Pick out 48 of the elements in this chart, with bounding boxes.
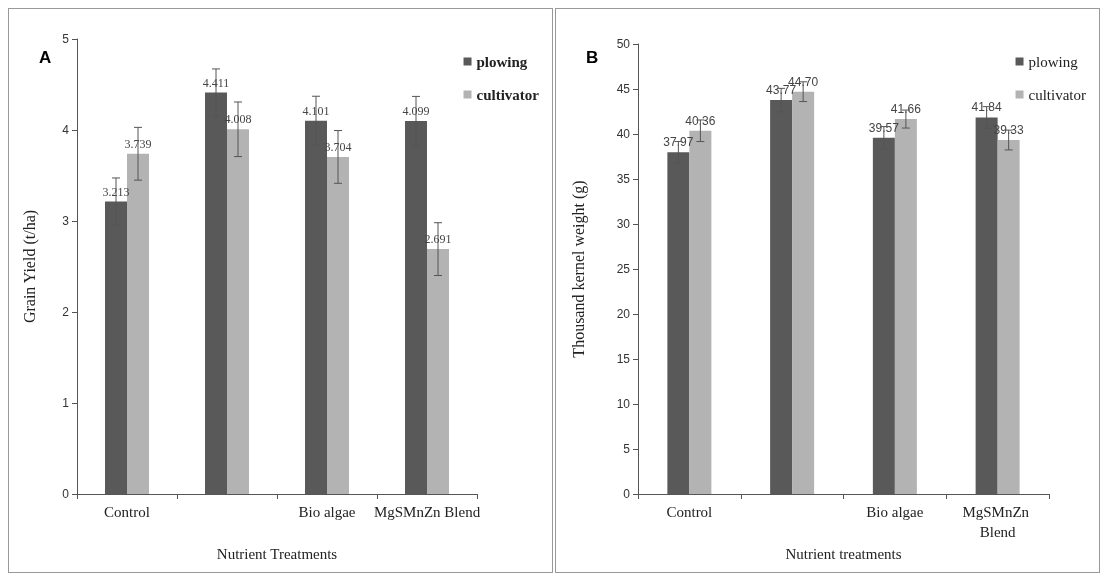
y-tick-label: 25 [616, 262, 631, 276]
data-label: 4.099 [402, 103, 430, 118]
y-axis-title: Thousand kernel weight (g) [569, 180, 588, 358]
x-axis-title: Nutrient Treatments [216, 545, 338, 562]
y-tick-label: 20 [616, 307, 631, 321]
legend-label: cultivator [1028, 86, 1086, 103]
x-axis-title: Nutrient treatments [785, 546, 902, 563]
y-tick-label: 1 [62, 396, 70, 410]
bar [127, 153, 149, 494]
data-label: 3.739 [124, 136, 152, 151]
y-tick-label: 3 [62, 214, 70, 228]
x-tick-label: MgSMnZn Blend [962, 504, 1033, 540]
x-tick-label: Bio algae [866, 504, 924, 520]
data-label: 3.213 [102, 184, 130, 199]
y-tick-label: 30 [616, 217, 631, 231]
x-tick-label: MgSMnZn Blend [373, 504, 481, 520]
legend-label: cultivator [476, 86, 540, 103]
y-tick-label: 10 [616, 397, 631, 411]
bar [227, 129, 249, 494]
legend-label: plowing [476, 53, 528, 70]
x-tick-label: Control [666, 504, 713, 520]
data-label: 41.84 [971, 100, 1002, 115]
y-tick-label: 0 [623, 487, 631, 501]
y-axis-title: Grain Yield (t/ha) [20, 209, 39, 324]
text: A [39, 48, 52, 67]
bar [427, 249, 449, 494]
x-tick-label: Bio algae [298, 504, 356, 520]
y-tick-label: 40 [616, 127, 631, 141]
data-label: 4.101 [302, 103, 330, 118]
y-tick-label: 45 [616, 82, 631, 96]
y-tick-label: 0 [62, 487, 70, 501]
y-tick-label: 4 [62, 123, 70, 137]
bar [997, 140, 1020, 494]
data-label: 39.57 [868, 120, 900, 135]
data-label: 41.66 [890, 102, 922, 117]
data-label: 40.36 [685, 113, 716, 128]
y-tick-label: 50 [616, 37, 631, 51]
data-label: 37.97 [663, 135, 694, 150]
y-tick-label: 2 [62, 305, 70, 319]
y-tick-label: 35 [616, 172, 631, 186]
y-tick-label: 5 [62, 32, 70, 46]
legend-label: plowing [1028, 53, 1079, 70]
data-label: 4.411 [202, 75, 230, 90]
y-tick-label: 15 [616, 352, 631, 366]
y-tick-label: 5 [623, 442, 631, 456]
text: B [586, 48, 599, 67]
x-tick-label: Control [104, 504, 150, 520]
bar [327, 156, 349, 494]
